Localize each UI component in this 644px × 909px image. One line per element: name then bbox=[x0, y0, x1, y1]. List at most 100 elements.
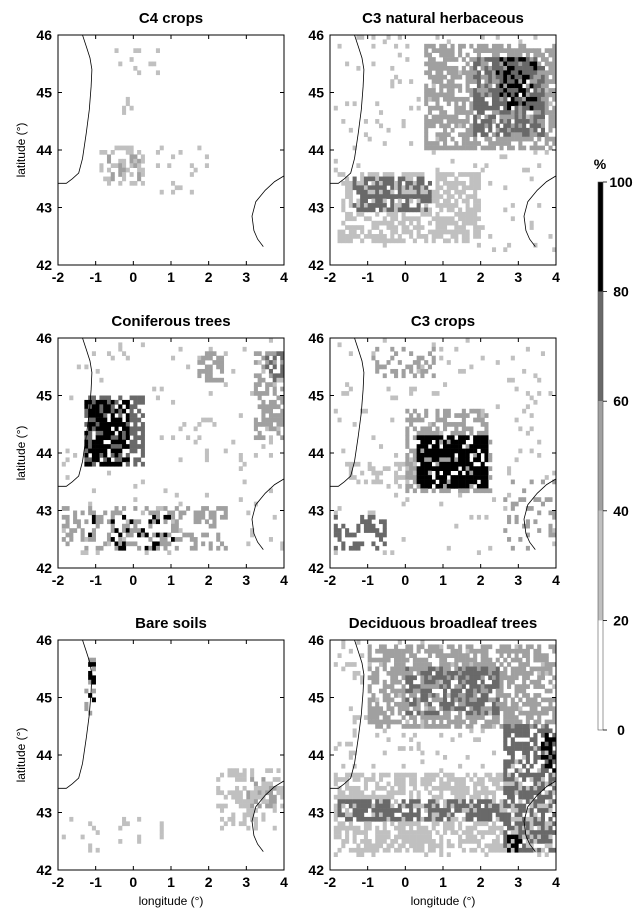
heatmap-cell bbox=[110, 417, 115, 423]
x-tick-label: -1 bbox=[361, 874, 374, 890]
heatmap-cell bbox=[431, 150, 436, 155]
heatmap-cell bbox=[272, 426, 277, 432]
heatmap-cell bbox=[491, 96, 497, 102]
heatmap-cell bbox=[409, 679, 414, 685]
heatmap-cell bbox=[507, 79, 512, 84]
heatmap-cell bbox=[375, 732, 380, 738]
heatmap-cell bbox=[431, 346, 436, 352]
heatmap-cell bbox=[533, 816, 538, 822]
heatmap-cell bbox=[499, 670, 504, 676]
heatmap-cell bbox=[356, 852, 361, 858]
heatmap-cell bbox=[473, 225, 478, 230]
heatmap-cell bbox=[522, 74, 527, 80]
heatmap-cell bbox=[525, 644, 530, 650]
heatmap-cell bbox=[427, 57, 432, 62]
heatmap-cell bbox=[476, 79, 481, 84]
heatmap-cell bbox=[118, 537, 123, 542]
heatmap-cell bbox=[540, 808, 545, 813]
heatmap-cell bbox=[507, 728, 512, 734]
heatmap-cell bbox=[476, 794, 481, 800]
heatmap-cell bbox=[427, 475, 432, 480]
heatmap-cell bbox=[443, 127, 448, 133]
heatmap-cell bbox=[431, 839, 436, 844]
heatmap-cell bbox=[518, 448, 523, 454]
heatmap-cell bbox=[420, 693, 425, 698]
heatmap-cell bbox=[341, 825, 346, 831]
heatmap-cell bbox=[375, 843, 380, 849]
heatmap-cell bbox=[454, 670, 459, 676]
heatmap-cell bbox=[458, 216, 463, 222]
heatmap-cell bbox=[458, 439, 463, 445]
heatmap-cell bbox=[178, 514, 183, 520]
heatmap-cell bbox=[548, 799, 553, 804]
heatmap-cell bbox=[484, 163, 489, 168]
heatmap-cell bbox=[371, 816, 376, 822]
heatmap-cell bbox=[540, 662, 545, 667]
heatmap-cell bbox=[416, 466, 421, 471]
heatmap-cell bbox=[356, 225, 361, 230]
heatmap-cell bbox=[537, 61, 542, 67]
heatmap-cell bbox=[491, 701, 497, 707]
heatmap-cell bbox=[503, 670, 508, 676]
heatmap-cell bbox=[276, 785, 281, 791]
heatmap-cell bbox=[439, 644, 444, 650]
heatmap-cell bbox=[431, 644, 436, 650]
heatmap-cell bbox=[427, 461, 432, 467]
heatmap-cell bbox=[420, 688, 425, 694]
heatmap-cell bbox=[367, 799, 372, 804]
heatmap-cell bbox=[484, 724, 489, 729]
heatmap-cell bbox=[540, 697, 545, 703]
heatmap-cell bbox=[110, 172, 115, 177]
heatmap-cell bbox=[514, 746, 519, 751]
heatmap-cell bbox=[465, 657, 470, 663]
heatmap-cell bbox=[499, 48, 504, 53]
heatmap-cell bbox=[125, 523, 130, 529]
heatmap-cell bbox=[144, 550, 149, 556]
heatmap-cell bbox=[420, 843, 425, 849]
heatmap-cell bbox=[427, 688, 432, 694]
heatmap-cell bbox=[212, 377, 217, 383]
heatmap-cell bbox=[268, 768, 273, 773]
heatmap-cell bbox=[533, 57, 538, 62]
heatmap-cell bbox=[378, 185, 384, 191]
heatmap-cell bbox=[227, 768, 232, 773]
heatmap-cell bbox=[424, 185, 429, 191]
heatmap-cell bbox=[465, 145, 470, 151]
heatmap-cell bbox=[416, 666, 421, 672]
heatmap-cell bbox=[337, 790, 342, 796]
heatmap-cell bbox=[409, 825, 414, 831]
heatmap-cell bbox=[476, 430, 481, 436]
heatmap-cell bbox=[394, 238, 399, 244]
heatmap-cell bbox=[476, 701, 481, 707]
heatmap-cell bbox=[122, 110, 127, 115]
heatmap-cell bbox=[522, 750, 527, 756]
heatmap-cell bbox=[367, 816, 372, 822]
heatmap-cell bbox=[397, 821, 402, 827]
heatmap-cell bbox=[363, 839, 368, 844]
heatmap-cell bbox=[491, 777, 497, 782]
heatmap-cell bbox=[390, 180, 395, 186]
heatmap-cell bbox=[473, 92, 478, 98]
heatmap-cell bbox=[235, 799, 240, 804]
heatmap-cell bbox=[394, 781, 399, 787]
heatmap-cell bbox=[503, 732, 508, 738]
heatmap-cell bbox=[382, 203, 387, 208]
heatmap-cell bbox=[208, 351, 213, 356]
heatmap-cell bbox=[363, 216, 368, 222]
heatmap-cell bbox=[544, 732, 549, 738]
heatmap-cell bbox=[371, 180, 376, 186]
heatmap-cell bbox=[439, 220, 444, 226]
heatmap-cell bbox=[446, 821, 451, 827]
heatmap-cell bbox=[503, 96, 508, 102]
heatmap-cell bbox=[405, 176, 410, 182]
heatmap-cell bbox=[529, 70, 534, 76]
heatmap-cell bbox=[76, 523, 81, 529]
heatmap-cell bbox=[491, 679, 497, 685]
heatmap-cell bbox=[454, 653, 459, 658]
heatmap-cell bbox=[246, 510, 251, 516]
heatmap-cell bbox=[405, 483, 410, 489]
heatmap-cell bbox=[446, 96, 451, 102]
heatmap-cell bbox=[390, 185, 395, 191]
heatmap-cell bbox=[268, 373, 273, 379]
heatmap-cell bbox=[522, 675, 527, 681]
